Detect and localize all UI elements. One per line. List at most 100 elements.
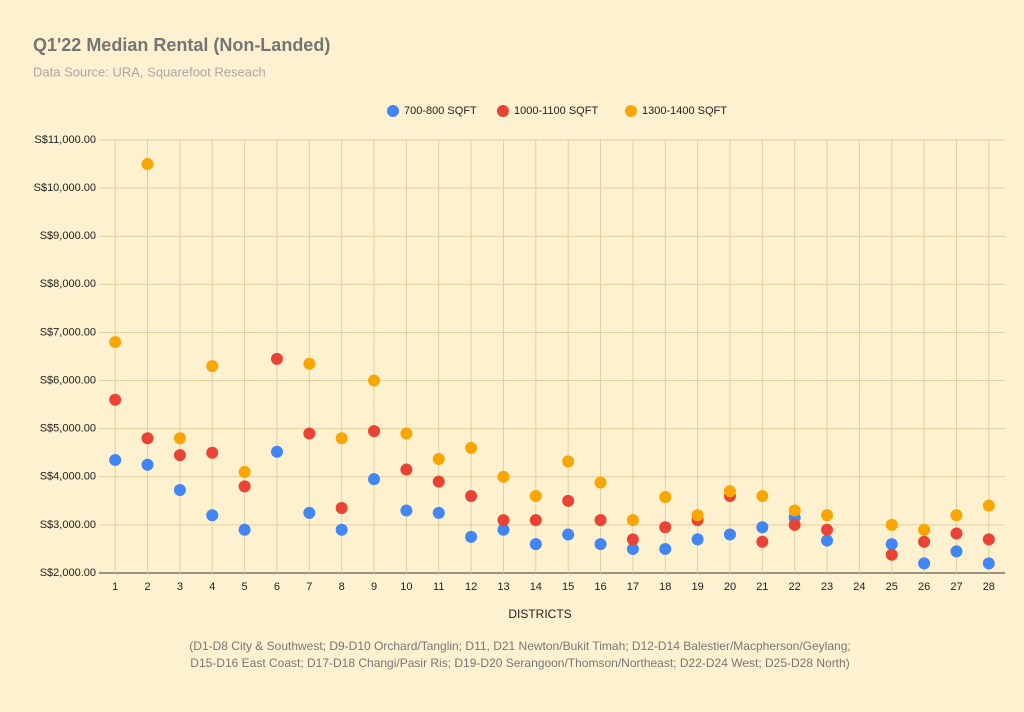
point	[788, 518, 801, 531]
point	[918, 557, 931, 570]
point	[659, 521, 672, 534]
point	[109, 453, 122, 466]
y-tick-label: S$6,000.00	[40, 374, 96, 386]
x-tick-label: 7	[306, 581, 312, 593]
x-tick-label: 21	[756, 581, 768, 593]
point	[109, 336, 122, 349]
x-axis-title: DISTRICTS	[508, 607, 571, 621]
point	[400, 504, 413, 517]
point	[270, 445, 283, 458]
x-tick-label: 11	[433, 581, 444, 593]
legend-marker	[625, 105, 637, 117]
point	[368, 374, 381, 387]
point	[562, 528, 575, 541]
point	[400, 427, 413, 440]
y-tick-label: S$7,000.00	[40, 326, 96, 338]
point	[303, 506, 316, 519]
x-tick-label: 5	[242, 581, 248, 593]
chart-title: Q1'22 Median Rental (Non-Landed)	[33, 35, 330, 55]
point	[659, 490, 672, 503]
point	[206, 509, 219, 522]
legend-marker	[387, 105, 399, 117]
x-tick-label: 1	[112, 581, 118, 593]
legend-label: 1300-1400 SQFT	[642, 105, 727, 117]
point	[562, 455, 575, 468]
point	[141, 432, 154, 445]
x-tick-label: 23	[821, 581, 833, 593]
x-tick-label: 14	[530, 581, 542, 593]
legend-marker	[497, 105, 509, 117]
point	[821, 509, 834, 522]
point	[173, 484, 186, 497]
y-tick-label: S$10,000.00	[34, 182, 96, 194]
point	[950, 527, 963, 540]
x-tick-label: 26	[918, 581, 930, 593]
point	[497, 523, 510, 536]
point	[626, 533, 639, 546]
x-tick-label: 3	[177, 581, 183, 593]
point	[918, 523, 931, 536]
x-tick-label: 9	[371, 581, 377, 593]
point	[594, 476, 607, 489]
point	[918, 535, 931, 548]
y-tick-label: S$3,000.00	[40, 519, 96, 531]
point	[529, 490, 542, 503]
x-tick-label: 15	[562, 581, 574, 593]
point	[594, 538, 607, 551]
point	[982, 499, 995, 512]
point	[465, 530, 478, 543]
footnote: (D1-D8 City & Southwest; D9-D10 Orchard/…	[189, 639, 850, 653]
x-tick-label: 16	[594, 581, 606, 593]
point	[626, 514, 639, 527]
point	[303, 357, 316, 370]
point	[659, 542, 672, 555]
legend-label: 700-800 SQFT	[404, 105, 477, 117]
point	[173, 449, 186, 462]
point	[465, 490, 478, 503]
x-tick-label: 28	[983, 581, 995, 593]
point	[691, 533, 704, 546]
point	[206, 360, 219, 373]
point	[206, 446, 219, 459]
point	[432, 506, 445, 519]
x-tick-label: 25	[886, 581, 898, 593]
point	[950, 509, 963, 522]
point	[432, 452, 445, 465]
point	[335, 523, 348, 536]
point	[982, 557, 995, 570]
y-tick-label: S$9,000.00	[40, 230, 96, 242]
y-tick-label: S$5,000.00	[40, 423, 96, 435]
x-tick-label: 22	[789, 581, 801, 593]
point	[723, 528, 736, 541]
y-tick-label: S$11,000.00	[34, 134, 96, 146]
y-tick-label: S$8,000.00	[40, 278, 96, 290]
point	[756, 521, 769, 534]
point	[885, 518, 898, 531]
point	[335, 502, 348, 515]
point	[335, 432, 348, 445]
point	[141, 158, 154, 171]
point	[529, 514, 542, 527]
point	[594, 514, 607, 527]
point	[756, 535, 769, 548]
point	[497, 470, 510, 483]
y-tick-label: S$2,000.00	[40, 567, 96, 579]
y-tick-label: S$4,000.00	[40, 471, 96, 483]
x-tick-label: 2	[144, 581, 150, 593]
point	[368, 473, 381, 486]
x-tick-label: 6	[274, 581, 280, 593]
legend-label: 1000-1100 SQFT	[514, 105, 598, 117]
footnote: D15-D16 East Coast; D17-D18 Changi/Pasir…	[190, 656, 849, 670]
x-tick-label: 10	[400, 581, 412, 593]
x-tick-label: 18	[659, 581, 671, 593]
point	[821, 523, 834, 536]
point	[950, 545, 963, 558]
point	[109, 393, 122, 406]
x-tick-label: 19	[691, 581, 703, 593]
point	[821, 534, 834, 547]
point	[238, 480, 251, 493]
point	[368, 425, 381, 438]
point	[756, 490, 769, 503]
point	[562, 494, 575, 507]
